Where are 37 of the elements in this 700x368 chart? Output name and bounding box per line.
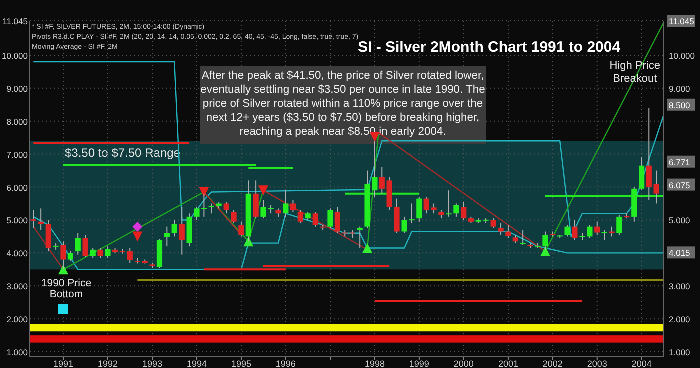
x-tick-label: 1993 bbox=[142, 359, 163, 368]
y-tick-label: 8.000 bbox=[6, 116, 28, 127]
annotation: 1990 Price Bottom bbox=[41, 278, 92, 301]
y2-tick-label: 5.000 bbox=[669, 216, 691, 226]
y2-tick-label: 11.045 bbox=[669, 16, 695, 26]
x-tick-label: 2003 bbox=[587, 359, 608, 368]
x-tick-label: 1992 bbox=[98, 359, 118, 368]
y-tick-label: 3.000 bbox=[6, 282, 28, 292]
text: SI - Silver 2Month Chart 1991 to 2004 bbox=[358, 39, 622, 56]
x-tick-label: 1995 bbox=[231, 359, 252, 368]
y-tick-label: 7.000 bbox=[6, 150, 28, 160]
y-tick-label: 1.000 bbox=[6, 348, 28, 358]
y-tick-label: 6.000 bbox=[6, 182, 28, 193]
x-tick-label: 2000 bbox=[454, 359, 474, 368]
y2-tick-label: 3.000 bbox=[669, 282, 691, 292]
y-tick-label: 4.000 bbox=[6, 248, 28, 259]
y-tick-label: 2.000 bbox=[6, 314, 28, 325]
y2-tick-label: 8.500 bbox=[669, 100, 691, 110]
y-tick-label: 9.000 bbox=[6, 84, 28, 94]
y2-tick-label: 6.771 bbox=[669, 157, 691, 168]
x-tick-label: 1999 bbox=[409, 359, 430, 368]
y2-tick-label: 2.000 bbox=[669, 314, 691, 325]
x-tick-label: 1991 bbox=[53, 359, 74, 368]
y-tick-label: 5.000 bbox=[6, 216, 28, 226]
y2-tick-label: 6.075 bbox=[669, 180, 691, 190]
x-tick-label: 2004 bbox=[632, 359, 652, 368]
x-tick-label: 2001 bbox=[498, 359, 518, 368]
y2-tick-label: 9.000 bbox=[669, 84, 691, 94]
y-tick-label: 11.045 bbox=[2, 16, 28, 26]
x-tick-label: 2002 bbox=[542, 359, 563, 368]
x-tick-label: 1996 bbox=[276, 359, 296, 368]
y-tick-label: 10.000 bbox=[2, 50, 28, 61]
x-tick-label: 1998 bbox=[364, 359, 385, 368]
x-tick-label: 1994 bbox=[186, 359, 208, 368]
y2-tick-label: 4.015 bbox=[669, 248, 691, 258]
y2-tick-label: 1.000 bbox=[669, 348, 691, 358]
y2-tick-label: 10.000 bbox=[669, 50, 696, 61]
